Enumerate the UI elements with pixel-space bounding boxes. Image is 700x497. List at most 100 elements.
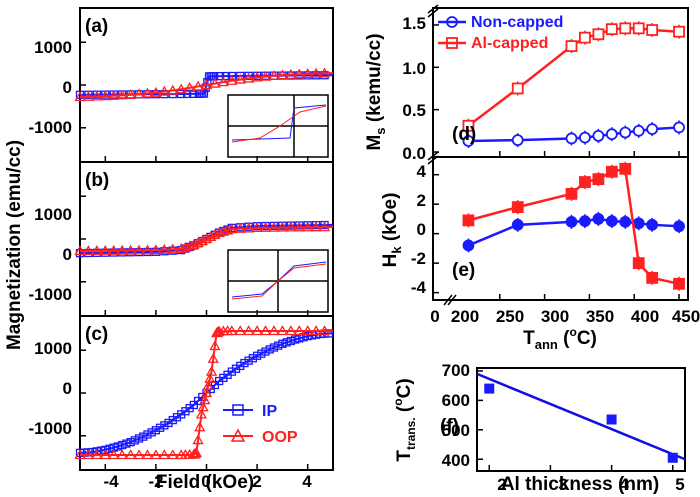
f-xtick-5: 5 [675,475,684,494]
ip-point [122,439,131,448]
oop-point [124,244,137,255]
oop-point [217,225,229,236]
d-alcapped-point [462,119,475,132]
f-xlabel-text: Al thickness (nm) [500,474,660,495]
d-alcapped-point [605,23,618,36]
oop-point [318,67,331,78]
hk-ytick-4: 4 [417,162,427,181]
ms-ytick-0.5: 0.5 [402,101,426,120]
oop-point [99,449,111,460]
ms-ytick-labels: 1.5 1.0 0.5 0.0 [402,14,426,163]
f-ylabel: Ttrans. (oC) [391,378,418,461]
e-alcapped-point [646,271,659,284]
oop-point [158,85,170,96]
e-noncapped-point [565,215,578,228]
oop-point [141,449,154,460]
oop-point [259,70,272,81]
oop-point [74,449,86,460]
oop-point [116,244,128,255]
oop-point [167,84,179,95]
oop-point [195,408,208,419]
e-noncapped-point [592,213,605,225]
ytick-a-m1000: -1000 [29,118,72,137]
oop-point [209,77,221,88]
oop-point [285,221,297,232]
oop-point [205,365,218,376]
oop-point [200,387,213,398]
oop-point [302,68,314,79]
f-ytick-labels: 700 600 500 400 [442,361,470,470]
f-ytick-400: 400 [442,451,470,470]
oop-point [202,380,214,391]
ip-point [240,358,249,368]
d-noncapped-point [605,128,618,141]
tann-xtick-labels: 0 200 250 300 350 400 450 [430,307,700,326]
oop-point [259,221,272,232]
ip-point [134,434,144,443]
f-ytick-700: 700 [442,361,470,380]
ytick-c-0: 0 [63,379,72,398]
f-xtick-2: 2 [497,475,506,494]
oop-point [205,231,217,242]
inset-b-oop [231,263,327,300]
oop-point [243,72,255,83]
oop-point [259,325,272,336]
ip-point [101,445,110,455]
e-noncapped-point [462,239,475,252]
oop-point [234,73,246,84]
oop-point [209,340,221,351]
oop-point [318,325,331,336]
panel-label-c: (c) [85,324,108,345]
e-alcapped-point [462,214,475,227]
oop-point [91,245,103,255]
oop-point [108,89,120,100]
ip-point [252,351,262,360]
legend-oop: OOP [262,429,298,446]
legend-c: IP OOP [223,403,298,446]
oop-point [302,221,314,232]
d-noncapped-point [673,121,685,134]
panel-label-e: (e) [452,260,475,281]
e-alcapped-point [632,257,645,270]
e-alcapped-point [579,176,591,188]
d-noncapped-point [579,131,591,144]
d-noncapped-point [646,123,659,136]
d-noncapped-point [592,130,605,142]
oop-point [99,244,111,255]
oop-point [175,83,187,94]
ytick-b-1000: 1000 [34,205,72,224]
ip-point [118,440,127,450]
oop-point [190,447,202,458]
oop-point [213,227,225,238]
e-alcapped-point [511,201,524,214]
ip-point [215,72,225,81]
oop-point [150,449,162,460]
oop-point [158,449,170,460]
oop-point [276,325,289,336]
tann-xtick-300: 300 [541,307,569,326]
ip-point [160,421,169,430]
d-alcapped-point [632,22,645,35]
oop-point [276,69,289,80]
ytick-a-0: 0 [63,78,72,97]
e-noncapped-point [579,215,591,228]
oop-point [318,221,331,232]
oop-point [234,222,246,233]
ms-ytick-0.0: 0.0 [402,144,426,163]
d-noncapped-point [565,132,578,145]
oop-point [226,74,238,85]
f-xtick-labels: 2 3 4 5 [497,475,684,494]
ip-point [221,71,231,81]
e-alcapped-point [565,187,578,200]
ip-point [286,336,295,346]
ip-point [182,89,192,99]
panel-label-a: (a) [85,16,108,37]
oop-point [192,237,204,248]
oop-point [150,86,162,97]
ip-point [244,356,253,365]
ip-point [155,423,165,432]
oop-point [302,325,314,336]
ip-point [278,339,287,348]
oop-point [82,245,95,256]
